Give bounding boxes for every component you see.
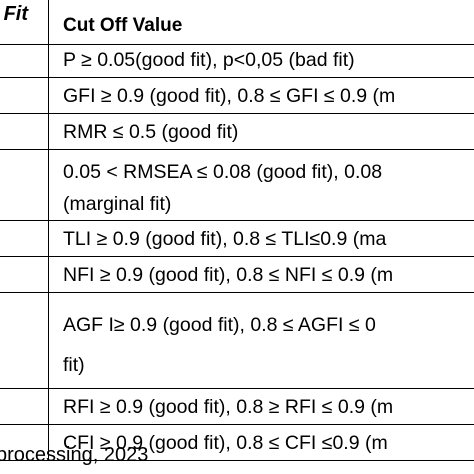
header-cut-off-value: Cut Off Value (48, 0, 474, 45)
row-value-text: RFI ≥ 0.9 (good fit), 0.8 ≥ RFI ≤ 0.9 (m (63, 396, 394, 418)
row-value-text: 0.05 < RMSEA ≤ 0.08 (good fit), 0.08 (ma… (50, 151, 474, 220)
row-label-cell (0, 113, 49, 150)
table-row: AGF I≥ 0.9 (good fit), 0.8 ≤ AGFI ≤ 0 fi… (0, 292, 474, 389)
source-footnote: processing, 2023 (0, 444, 149, 466)
row-label-cell (0, 220, 49, 257)
row-value-cell: NFI ≥ 0.9 (good fit), 0.8 ≤ NFI ≤ 0.9 (m (48, 256, 474, 293)
header-cut-off-label: Cut Off Value (63, 15, 183, 36)
table-row: RFI ≥ 0.9 (good fit), 0.8 ≥ RFI ≤ 0.9 (m (0, 388, 474, 425)
row-value-cell: RMR ≤ 0.5 (good fit) (48, 113, 474, 150)
table-row: TLI ≥ 0.9 (good fit), 0.8 ≤ TLI≤0.9 (ma (0, 220, 474, 257)
row-value-line: 0.05 < RMSEA ≤ 0.08 (good fit), 0.08 (63, 161, 383, 183)
row-label-cell (0, 388, 49, 425)
row-label-cell (0, 44, 49, 78)
row-value-cell: RFI ≥ 0.9 (good fit), 0.8 ≥ RFI ≤ 0.9 (m (48, 388, 474, 425)
row-label-cell (0, 149, 49, 221)
row-label-cell (0, 292, 49, 389)
table-row: RMR ≤ 0.5 (good fit) (0, 113, 474, 150)
row-value-cell: TLI ≥ 0.9 (good fit), 0.8 ≤ TLI≤0.9 (ma (48, 220, 474, 257)
header-fit: Fit (0, 0, 49, 45)
table-header-row: Fit Cut Off Value (0, 0, 474, 45)
row-value-cell: P ≥ 0.05(good fit), p<0,05 (bad fit) (48, 44, 474, 78)
row-value-text: NFI ≥ 0.9 (good fit), 0.8 ≤ NFI ≤ 0.9 (m (63, 264, 394, 286)
table-row: 0.05 < RMSEA ≤ 0.08 (good fit), 0.08 (ma… (0, 149, 474, 221)
fit-criteria-table: Fit Cut Off Value P ≥ 0.05(good fit), p<… (0, 0, 474, 461)
row-value-cell: CFI ≥ 0.9 (good fit), 0.8 ≤ CFI ≤0.9 (m (48, 424, 474, 461)
row-value-line: AGF I≥ 0.9 (good fit), 0.8 ≤ AGFI ≤ 0 (63, 314, 376, 336)
table-row: CFI ≥ 0.9 (good fit), 0.8 ≤ CFI ≤0.9 (m (0, 424, 474, 461)
row-value-text: AGF I≥ 0.9 (good fit), 0.8 ≤ AGFI ≤ 0 fi… (50, 294, 474, 386)
row-value-text: TLI ≥ 0.9 (good fit), 0.8 ≤ TLI≤0.9 (ma (63, 228, 387, 250)
table-row: P ≥ 0.05(good fit), p<0,05 (bad fit) (0, 44, 474, 78)
row-value-line: (marginal fit) (63, 193, 172, 215)
header-fit-label: Fit (3, 3, 28, 25)
table-row: GFI ≥ 0.9 (good fit), 0.8 ≤ GFI ≤ 0.9 (m (0, 77, 474, 114)
row-value-cell: 0.05 < RMSEA ≤ 0.08 (good fit), 0.08 (ma… (48, 149, 474, 221)
row-value-cell: GFI ≥ 0.9 (good fit), 0.8 ≤ GFI ≤ 0.9 (m (48, 77, 474, 114)
row-value-text: P ≥ 0.05(good fit), p<0,05 (bad fit) (63, 49, 355, 71)
row-value-text: GFI ≥ 0.9 (good fit), 0.8 ≤ GFI ≤ 0.9 (m (63, 85, 396, 107)
row-value-line: fit) (63, 354, 85, 376)
row-value-cell: AGF I≥ 0.9 (good fit), 0.8 ≤ AGFI ≤ 0 fi… (48, 292, 474, 389)
row-label-cell (0, 424, 49, 461)
row-value-text: CFI ≥ 0.9 (good fit), 0.8 ≤ CFI ≤0.9 (m (63, 432, 388, 454)
row-label-cell (0, 77, 49, 114)
row-label-cell (0, 256, 49, 293)
table-row: NFI ≥ 0.9 (good fit), 0.8 ≤ NFI ≤ 0.9 (m (0, 256, 474, 293)
row-value-text: RMR ≤ 0.5 (good fit) (63, 121, 239, 143)
